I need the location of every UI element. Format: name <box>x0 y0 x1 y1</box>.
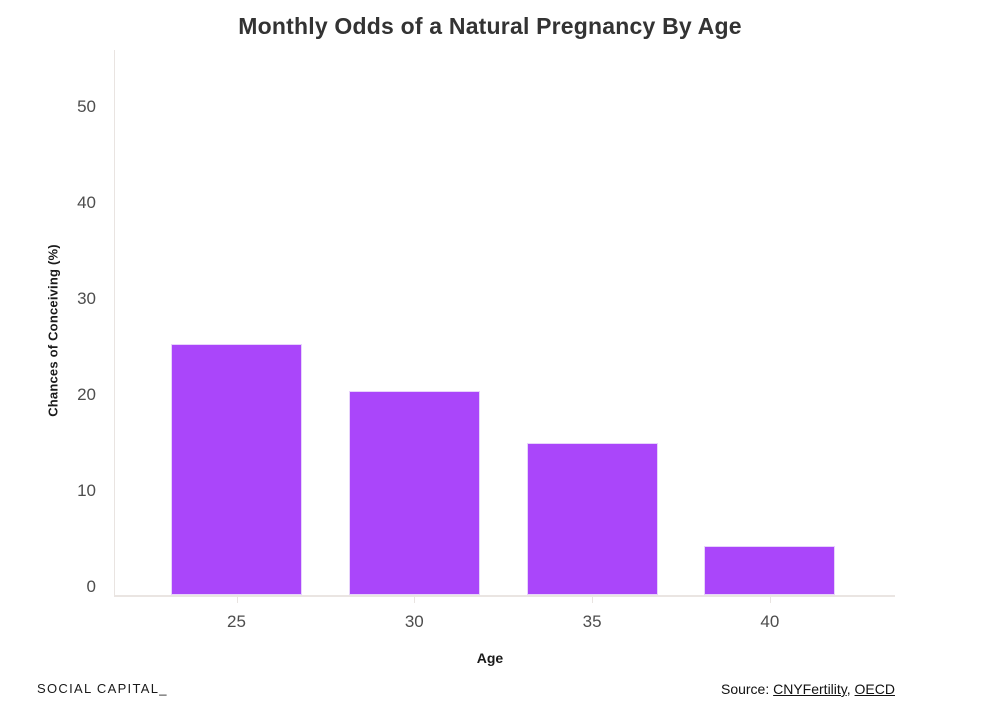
brand-logo: SOCIAL CAPITAL_ <box>37 681 168 696</box>
x-tick-label-30: 30 <box>404 612 424 631</box>
source-separator: , <box>846 681 855 697</box>
bar-age-30 <box>348 391 480 595</box>
source-link-oecd[interactable]: OECD <box>854 681 895 697</box>
x-tick-mark-25 <box>236 595 238 603</box>
source-link-cnyfertility[interactable]: CNYFertility <box>773 681 847 697</box>
y-tick-label-10: 10 <box>77 481 96 500</box>
x-tick-mark-40 <box>769 595 771 603</box>
plot-area <box>114 50 895 597</box>
bar-age-35 <box>526 443 658 595</box>
x-tick-label-40: 40 <box>760 612 780 631</box>
x-tick-label-25: 25 <box>227 612 246 631</box>
y-tick-label-0: 0 <box>86 577 96 596</box>
x-axis-title: Age <box>476 650 504 666</box>
source-attribution: Source: CNYFertility, OECD <box>721 681 895 697</box>
x-tick-mark-35 <box>592 595 594 603</box>
bar-age-25 <box>171 344 302 595</box>
x-tick-mark-30 <box>414 595 416 603</box>
x-tick-label-35: 35 <box>582 612 602 631</box>
source-prefix: Source: <box>720 681 774 697</box>
y-tick-label-30: 30 <box>77 289 96 308</box>
y-tick-label-20: 20 <box>77 385 96 404</box>
bar-age-40 <box>704 545 836 595</box>
y-tick-label-40: 40 <box>77 193 96 212</box>
y-tick-label-50: 50 <box>77 97 96 116</box>
chart-title: Monthly Odds of a Natural Pregnancy By A… <box>238 13 742 39</box>
